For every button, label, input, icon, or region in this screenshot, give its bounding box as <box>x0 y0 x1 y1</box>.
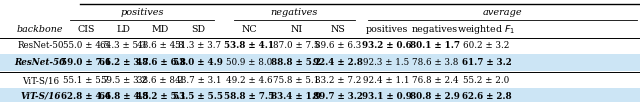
Text: 48.7 ± 3.1: 48.7 ± 3.1 <box>175 76 221 85</box>
Text: ResNet-50: ResNet-50 <box>17 41 63 50</box>
Text: weighted $F_1$: weighted $F_1$ <box>457 23 516 36</box>
Text: LD: LD <box>116 25 131 34</box>
Text: 51.3 ± 3.7: 51.3 ± 3.7 <box>175 41 221 50</box>
Text: SD: SD <box>191 25 205 34</box>
Text: 38.6 ± 8.2: 38.6 ± 8.2 <box>138 76 184 85</box>
Bar <box>0 88 640 102</box>
Text: 55.0 ± 4.5: 55.0 ± 4.5 <box>63 41 109 50</box>
Text: 59.5 ± 3.2: 59.5 ± 3.2 <box>100 76 147 85</box>
Text: 87.0 ± 7.5: 87.0 ± 7.5 <box>273 41 319 50</box>
Text: 93.2 ± 0.6: 93.2 ± 0.6 <box>362 41 412 50</box>
Text: 62.6 ± 2.8: 62.6 ± 2.8 <box>461 92 511 101</box>
Text: 53.0 ± 4.9: 53.0 ± 4.9 <box>173 58 223 67</box>
Text: 66.8 ± 4.5: 66.8 ± 4.5 <box>99 92 148 101</box>
Text: 89.7 ± 3.2: 89.7 ± 3.2 <box>313 92 363 101</box>
Text: 92.4 ± 1.1: 92.4 ± 1.1 <box>364 76 410 85</box>
Text: 76.8 ± 2.4: 76.8 ± 2.4 <box>412 76 458 85</box>
Text: 64.3 ± 5.3: 64.3 ± 5.3 <box>100 41 147 50</box>
Text: NC: NC <box>241 25 257 34</box>
Text: ViT-S/16: ViT-S/16 <box>20 92 61 101</box>
Text: 59.0 ± 7.1: 59.0 ± 7.1 <box>61 58 111 67</box>
Text: NI: NI <box>291 25 302 34</box>
Text: backbone: backbone <box>17 25 63 34</box>
Text: NS: NS <box>330 25 346 34</box>
Text: MD: MD <box>152 25 169 34</box>
Text: 48.6 ± 6.8: 48.6 ± 6.8 <box>136 58 186 67</box>
Text: ResNet-50: ResNet-50 <box>15 58 66 67</box>
Text: 83.2 ± 7.2: 83.2 ± 7.2 <box>315 76 361 85</box>
Text: 49.2 ± 4.6: 49.2 ± 4.6 <box>226 76 272 85</box>
Text: negatives: negatives <box>271 8 318 17</box>
Text: 92.4 ± 2.8: 92.4 ± 2.8 <box>313 58 363 67</box>
Text: 55.2 ± 2.0: 55.2 ± 2.0 <box>463 76 509 85</box>
Bar <box>0 54 640 71</box>
Text: 93.1 ± 0.9: 93.1 ± 0.9 <box>362 92 412 101</box>
Text: 89.6 ± 6.3: 89.6 ± 6.3 <box>315 41 361 50</box>
Text: 83.4 ± 1.9: 83.4 ± 1.9 <box>271 92 321 101</box>
Text: ViT-S/16: ViT-S/16 <box>22 76 59 85</box>
Text: 53.5 ± 5.5: 53.5 ± 5.5 <box>173 92 223 101</box>
Text: positives: positives <box>365 25 408 34</box>
Text: 88.8 ± 5.2: 88.8 ± 5.2 <box>271 58 321 67</box>
Text: 48.6 ± 4.8: 48.6 ± 4.8 <box>137 41 184 50</box>
Text: 80.1 ± 1.7: 80.1 ± 1.7 <box>410 41 460 50</box>
Text: 80.8 ± 2.9: 80.8 ± 2.9 <box>410 92 460 101</box>
Text: positives: positives <box>121 8 164 17</box>
Text: 53.8 ± 4.1: 53.8 ± 4.1 <box>224 41 274 50</box>
Text: 66.2 ± 3.7: 66.2 ± 3.7 <box>99 58 148 67</box>
Text: 62.8 ± 4.4: 62.8 ± 4.4 <box>61 92 111 101</box>
Text: average: average <box>483 8 522 17</box>
Text: 78.6 ± 3.8: 78.6 ± 3.8 <box>412 58 458 67</box>
Text: 55.1 ± 5.7: 55.1 ± 5.7 <box>63 76 109 85</box>
Text: 92.3 ± 1.5: 92.3 ± 1.5 <box>364 58 410 67</box>
Text: 50.9 ± 8.0: 50.9 ± 8.0 <box>226 58 272 67</box>
Text: 75.8 ± 5.1: 75.8 ± 5.1 <box>273 76 319 85</box>
Text: 60.2 ± 3.2: 60.2 ± 3.2 <box>463 41 509 50</box>
Text: CIS: CIS <box>77 25 95 34</box>
Text: 48.2 ± 5.1: 48.2 ± 5.1 <box>136 92 186 101</box>
Text: 58.8 ± 7.5: 58.8 ± 7.5 <box>224 92 274 101</box>
Text: 61.7 ± 3.2: 61.7 ± 3.2 <box>461 58 511 67</box>
Text: negatives: negatives <box>412 25 458 34</box>
